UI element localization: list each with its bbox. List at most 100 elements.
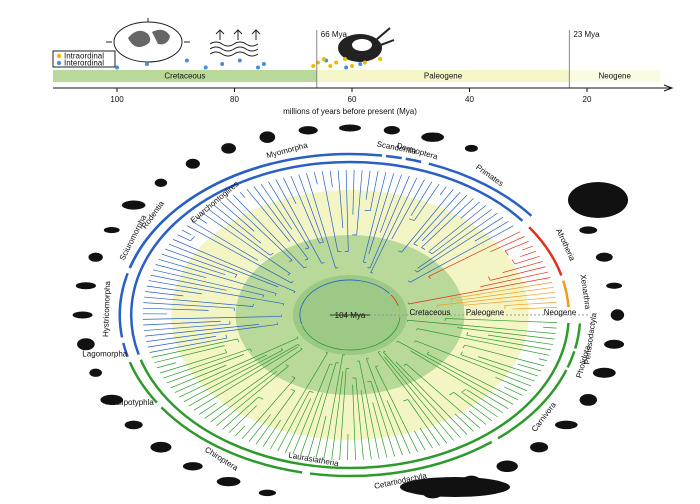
branch: [504, 240, 529, 252]
branch: [193, 346, 299, 411]
branch-join: [413, 340, 416, 343]
branch: [253, 186, 309, 260]
branch: [239, 191, 246, 198]
elephant-silhouette: [568, 182, 628, 218]
branch-join: [301, 316, 401, 351]
animal-silhouette: [259, 131, 276, 143]
branch: [152, 269, 264, 296]
branch: [345, 170, 349, 252]
branch: [228, 405, 257, 433]
interordinal-dot: [203, 65, 208, 70]
branch-join: [249, 348, 253, 352]
branch-join: [428, 251, 433, 255]
branch-join: [262, 295, 265, 298]
order-arc: [405, 157, 422, 164]
branch: [428, 231, 521, 277]
branch: [517, 363, 542, 372]
branch: [235, 425, 246, 437]
branch-join: [375, 365, 379, 367]
icon-asteroid: [338, 27, 395, 62]
animal-silhouette: [72, 311, 93, 319]
branch: [490, 266, 546, 281]
branch: [146, 324, 278, 342]
branch: [362, 172, 387, 263]
branch: [352, 170, 355, 215]
order-label: Carnivora: [530, 400, 558, 434]
branch: [210, 370, 278, 423]
era-label: Cretaceous: [410, 308, 451, 317]
branch: [514, 255, 540, 265]
animal-silhouette: [100, 394, 124, 406]
animal-silhouette: [121, 200, 146, 210]
branch-join: [287, 273, 291, 276]
legend-marker: [56, 60, 62, 66]
branch: [298, 174, 324, 243]
animal-silhouette: [77, 338, 95, 351]
animal-silhouette: [298, 126, 318, 135]
branch-join: [407, 302, 409, 305]
branch: [260, 183, 293, 230]
interordinal-dot: [184, 58, 189, 63]
animal-silhouette: [150, 441, 172, 453]
branch-join: [291, 376, 296, 379]
branch: [331, 371, 344, 460]
order-label: Dermoptera: [396, 141, 440, 161]
axis-arrow: [663, 84, 674, 92]
period-label: Cretaceous: [164, 72, 205, 81]
tick-label: 20: [583, 95, 592, 104]
animal-silhouette: [579, 226, 598, 234]
branch: [163, 348, 251, 379]
branch: [408, 277, 551, 305]
branch-join: [367, 381, 372, 383]
period-label: Neogene: [598, 72, 631, 81]
branch: [377, 352, 448, 444]
branch: [149, 337, 228, 353]
branch: [292, 363, 331, 455]
branch: [457, 327, 555, 340]
branch: [409, 225, 514, 283]
branch: [352, 384, 356, 460]
branch-join: [305, 247, 309, 250]
superorder-label: Euarchontoglires: [189, 179, 241, 224]
branch: [417, 212, 498, 269]
branch: [262, 419, 281, 447]
branch: [150, 274, 227, 291]
animal-silhouette: [464, 144, 478, 152]
animal-silhouette: [103, 227, 120, 234]
branch: [456, 286, 554, 301]
branch: [454, 413, 474, 432]
animal-silhouette: [182, 462, 203, 471]
branch: [148, 280, 284, 305]
branch: [306, 173, 336, 269]
branch-join: [487, 276, 491, 281]
branch: [186, 225, 292, 284]
branch: [170, 364, 227, 389]
branch: [426, 353, 519, 401]
order-arc: [385, 154, 402, 160]
branch: [202, 212, 291, 274]
icon-sea-level: [209, 29, 261, 57]
branch: [370, 171, 379, 211]
branch: [421, 194, 468, 242]
order-arc: [309, 440, 493, 478]
period-band: [53, 70, 317, 82]
branch: [143, 320, 221, 326]
branch: [372, 402, 388, 458]
axis-label: millions of years before present (Mya): [283, 107, 417, 116]
animal-silhouette: [604, 339, 625, 349]
branch-join: [426, 351, 430, 355]
branch-join: [234, 274, 238, 278]
branch-join: [282, 303, 285, 306]
intraordinal-dot: [311, 64, 316, 68]
legend-label: Interordinal: [64, 59, 104, 68]
branch: [365, 170, 371, 200]
branch: [474, 221, 509, 242]
branch: [407, 399, 440, 446]
order-arc: [574, 323, 582, 349]
branch-join: [416, 328, 418, 331]
animal-silhouette: [421, 132, 444, 142]
branch: [151, 338, 238, 358]
animal-silhouette: [555, 420, 578, 430]
branch: [375, 366, 419, 453]
